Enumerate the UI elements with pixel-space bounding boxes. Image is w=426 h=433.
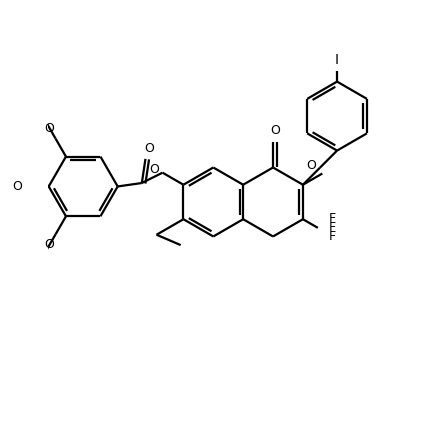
Text: I: I — [335, 53, 339, 67]
Text: O: O — [44, 122, 54, 135]
Text: O: O — [306, 159, 316, 172]
Text: O: O — [149, 162, 159, 175]
Text: O: O — [144, 142, 154, 155]
Text: F: F — [329, 230, 336, 243]
Text: O: O — [270, 124, 280, 137]
Text: O: O — [13, 180, 23, 193]
Text: F: F — [329, 221, 336, 234]
Text: F: F — [329, 212, 336, 225]
Text: O: O — [44, 238, 54, 251]
